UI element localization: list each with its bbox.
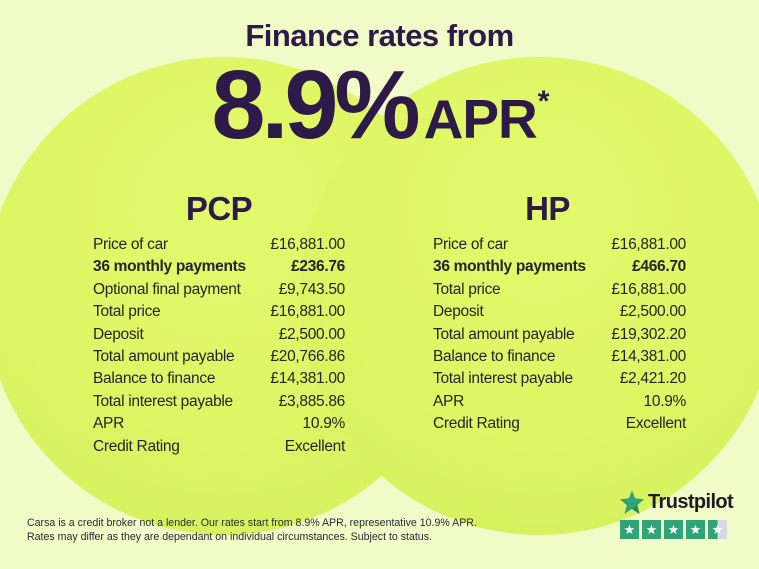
table-row: APR 10.9% xyxy=(433,393,686,415)
row-label: 36 monthly payments xyxy=(93,258,246,276)
table-row: Deposit £2,500.00 xyxy=(433,303,686,325)
row-value: £20,766.86 xyxy=(270,347,345,365)
table-row: 36 monthly payments £466.70 xyxy=(433,258,686,280)
row-label: Total amount payable xyxy=(433,325,575,343)
row-label: Credit Rating xyxy=(93,437,180,455)
table-row: Price of car £16,881.00 xyxy=(433,236,686,258)
row-label: Credit Rating xyxy=(433,415,520,433)
row-value: 10.9% xyxy=(643,392,687,410)
row-value: £16,881.00 xyxy=(611,236,686,253)
row-value: 10.9% xyxy=(302,415,346,433)
table-row: Credit Rating Excellent xyxy=(433,415,686,437)
row-label: Total amount payable xyxy=(93,347,235,365)
row-label: APR xyxy=(433,392,464,410)
row-value: £14,381.00 xyxy=(611,347,686,365)
trustpilot-star-icon xyxy=(620,490,644,514)
rating-star-full: ★ xyxy=(664,520,683,539)
disclaimer-line-2: Rates may differ as they are dependant o… xyxy=(27,530,432,543)
row-value: £16,881.00 xyxy=(270,236,345,253)
table-row: Total interest payable £2,421.20 xyxy=(433,370,686,392)
banner-title: Finance rates from xyxy=(245,18,514,53)
row-label: Balance to finance xyxy=(433,347,556,365)
hp-heading: HP xyxy=(525,190,570,227)
row-label: Price of car xyxy=(93,236,168,253)
table-row: Total interest payable £3,885.86 xyxy=(93,393,345,415)
headline-rate: 8.9% APR* xyxy=(0,56,759,153)
row-value: £236.76 xyxy=(291,258,345,276)
table-row: Balance to finance £14,381.00 xyxy=(433,348,686,370)
row-label: Deposit xyxy=(93,325,144,343)
trustpilot-logo: Trustpilot xyxy=(620,490,740,514)
row-value: £3,885.86 xyxy=(278,392,346,410)
table-row: Deposit £2,500.00 xyxy=(93,326,345,348)
legal-disclaimer: Carsa is a credit broker not a lender. O… xyxy=(27,517,487,545)
rate-value: 8.9% xyxy=(211,50,421,159)
row-label: Price of car xyxy=(433,236,508,253)
table-row: APR 10.9% xyxy=(93,415,345,437)
pcp-table: Price of car £16,881.00 36 monthly payment… xyxy=(93,236,345,460)
table-row: Balance to finance £14,381.00 xyxy=(93,370,345,392)
row-value: £466.70 xyxy=(632,258,686,276)
disclaimer-line-1: Carsa is a credit broker not a lender. O… xyxy=(27,517,477,529)
hp-table: Price of car £16,881.00 36 monthly payment… xyxy=(433,236,686,438)
pcp-heading: PCP xyxy=(185,190,253,227)
hp-background-circle xyxy=(300,57,759,535)
rating-star-half: ★ xyxy=(708,520,727,539)
trustpilot-wordmark: Trustpilot xyxy=(648,490,734,513)
row-value: £9,743.50 xyxy=(278,280,346,298)
trustpilot-widget: Trustpilot ★ ★ ★ ★ ★ xyxy=(620,490,740,539)
row-value: Excellent xyxy=(284,437,346,455)
row-value: £14,381.00 xyxy=(270,370,345,388)
row-value: £2,500.00 xyxy=(278,325,346,343)
trustpilot-stars: ★ ★ ★ ★ ★ xyxy=(620,520,740,539)
table-row: Total price £16,881.00 xyxy=(433,281,686,303)
table-row: Credit Rating Excellent xyxy=(93,438,345,460)
row-label: Balance to finance xyxy=(93,370,216,388)
row-label: Total interest payable xyxy=(433,370,573,388)
rating-star-full: ★ xyxy=(686,520,705,539)
rating-star-full: ★ xyxy=(620,520,639,539)
table-row: Total amount payable £19,302.20 xyxy=(433,326,686,348)
row-value: £16,881.00 xyxy=(611,280,686,298)
row-label: 36 monthly payments xyxy=(433,258,586,276)
row-label: Total interest payable xyxy=(93,392,233,410)
row-label: Optional final payment xyxy=(93,280,241,298)
table-row: Optional final payment £9,743.50 xyxy=(93,281,345,303)
table-row: 36 monthly payments £236.76 xyxy=(93,258,345,280)
row-value: £2,421.20 xyxy=(619,370,687,388)
rating-star-full: ★ xyxy=(642,520,661,539)
row-label: Deposit xyxy=(433,303,484,321)
row-label: APR xyxy=(93,415,124,433)
rate-unit: APR* xyxy=(423,85,550,150)
row-value: Excellent xyxy=(625,415,687,433)
table-row: Total amount payable £20,766.86 xyxy=(93,348,345,370)
row-label: Total price xyxy=(433,280,501,298)
row-value: £2,500.00 xyxy=(619,303,687,321)
row-value: £16,881.00 xyxy=(270,303,345,321)
row-label: Total price xyxy=(93,303,161,321)
table-row: Total price £16,881.00 xyxy=(93,303,345,325)
row-value: £19,302.20 xyxy=(611,325,686,343)
rate-footnote-marker: * xyxy=(537,85,550,118)
table-row: Price of car £16,881.00 xyxy=(93,236,345,258)
